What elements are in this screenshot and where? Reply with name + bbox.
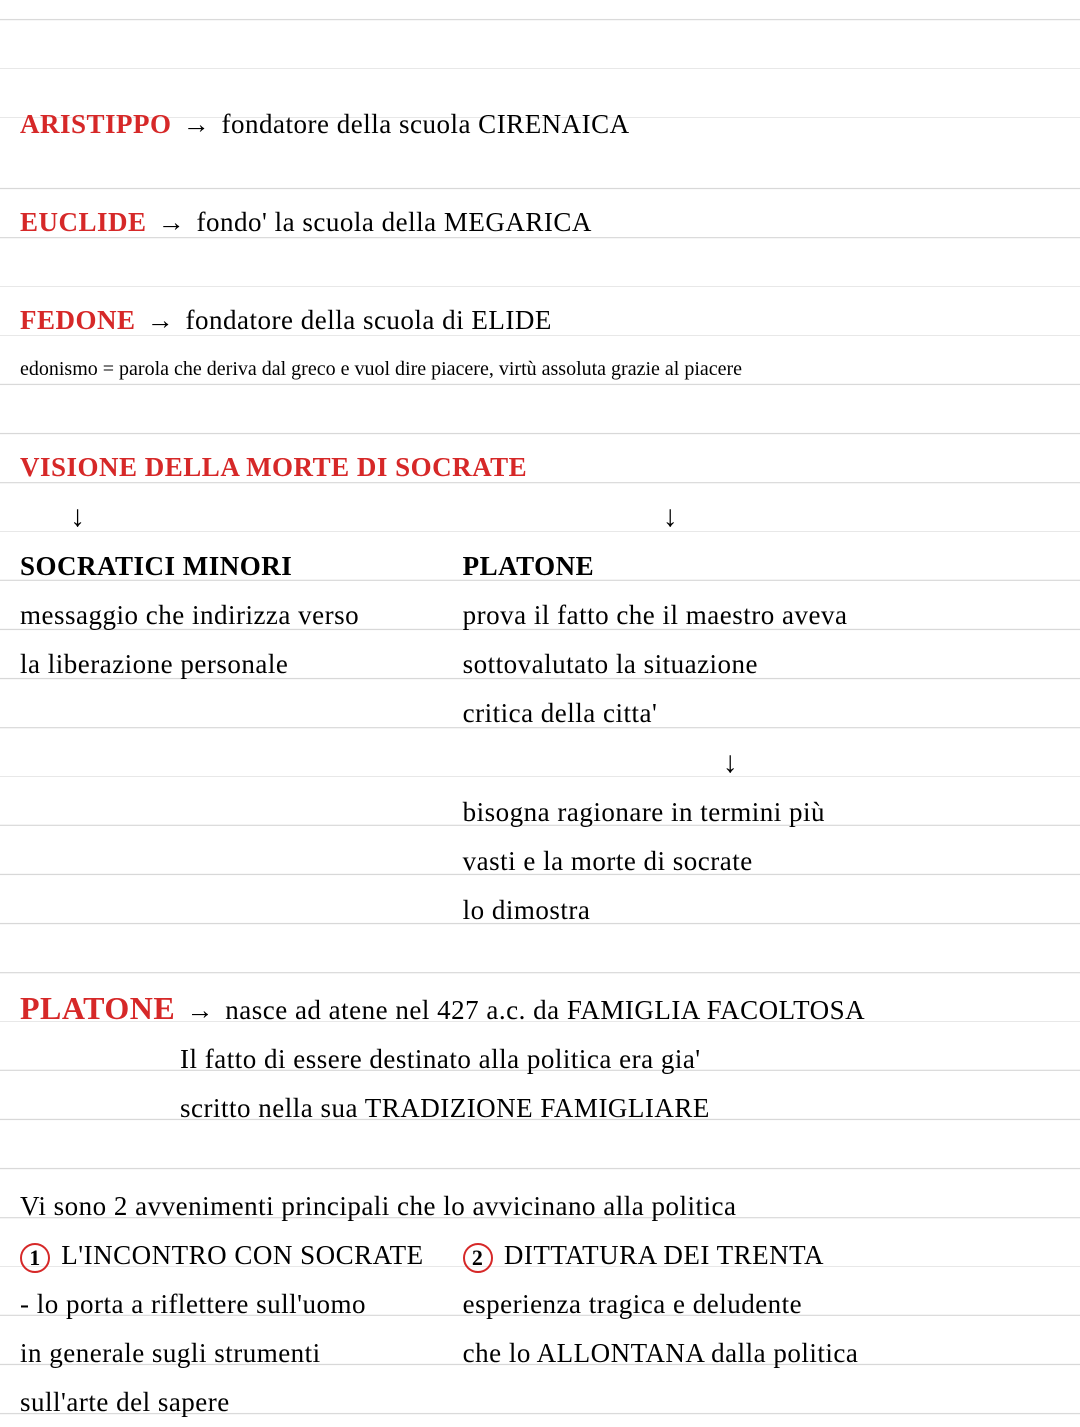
text-line: bisogna ragionare in termini più bbox=[463, 788, 1060, 837]
section-visione: VISIONE DELLA MORTE DI SOCRATE ↓ ↓ SOCRA… bbox=[20, 443, 1060, 935]
down-arrow-icon: ↓ bbox=[70, 492, 86, 541]
arrow-icon: → bbox=[182, 995, 218, 1025]
text-line: la liberazione personale bbox=[20, 640, 453, 689]
arrow-icon: → bbox=[143, 305, 179, 335]
subtitle-platone: PLATONE bbox=[463, 542, 1060, 591]
name-euclide: EUCLIDE bbox=[20, 207, 147, 237]
entry-euclide: EUCLIDE → fondo' la scuola della MEGARIC… bbox=[20, 198, 1060, 247]
text-line: nasce ad atene nel 427 a.c. da FAMIGLIA … bbox=[225, 995, 865, 1025]
name-platone: PLATONE bbox=[20, 990, 175, 1026]
text-aristippo: fondatore della scuola CIRENAICA bbox=[222, 109, 630, 139]
arrow-icon: → bbox=[179, 109, 215, 139]
circled-number-icon: 2 bbox=[463, 1243, 493, 1273]
note-edonismo: edonismo = parola che deriva dal greco e… bbox=[20, 345, 1060, 394]
name-aristippo: ARISTIPPO bbox=[20, 109, 172, 139]
section-platone: PLATONE → nasce ad atene nel 427 a.c. da… bbox=[20, 984, 1060, 1133]
text-line: messaggio che indirizza verso bbox=[20, 591, 453, 640]
text-line: vasti e la morte di socrate bbox=[463, 837, 1060, 886]
text-line: lo dimostra bbox=[463, 886, 1060, 935]
text-line: in generale sugli strumenti bbox=[20, 1329, 453, 1378]
text-line: - lo porta a riflettere sull'uomo bbox=[20, 1280, 453, 1329]
title-visione: VISIONE DELLA MORTE DI SOCRATE bbox=[20, 443, 1060, 492]
text-line: critica della citta' bbox=[463, 689, 1060, 738]
intro-avvenimenti: Vi sono 2 avvenimenti principali che lo … bbox=[20, 1182, 1060, 1231]
entry-fedone: FEDONE → fondatore della scuola di ELIDE… bbox=[20, 296, 1060, 394]
name-fedone: FEDONE bbox=[20, 305, 136, 335]
text-line: scritto nella sua TRADIZIONE FAMIGLIARE bbox=[20, 1084, 1060, 1133]
subtitle-socratici: SOCRATICI MINORI bbox=[20, 542, 453, 591]
text-line: sull'arte del sapere bbox=[20, 1378, 453, 1427]
down-arrow-icon: ↓ bbox=[723, 738, 739, 787]
arrow-icon: → bbox=[154, 207, 190, 237]
event2-title: DITTATURA DEI TRENTA bbox=[504, 1240, 824, 1270]
circled-number-icon: 1 bbox=[20, 1243, 50, 1273]
text-line: prova il fatto che il maestro aveva bbox=[463, 591, 1060, 640]
text-fedone: fondatore della scuola di ELIDE bbox=[186, 305, 552, 335]
section-avvenimenti: Vi sono 2 avvenimenti principali che lo … bbox=[20, 1182, 1060, 1427]
text-line: che lo ALLONTANA dalla politica bbox=[463, 1329, 1060, 1378]
text-line: sottovalutato la situazione bbox=[463, 640, 1060, 689]
text-line: esperienza tragica e deludente bbox=[463, 1280, 1060, 1329]
down-arrow-icon: ↓ bbox=[663, 492, 679, 541]
text-line: Il fatto di essere destinato alla politi… bbox=[20, 1035, 1060, 1084]
event1-title: L'INCONTRO CON SOCRATE bbox=[61, 1240, 423, 1270]
text-euclide: fondo' la scuola della MEGARICA bbox=[197, 207, 592, 237]
entry-aristippo: ARISTIPPO → fondatore della scuola CIREN… bbox=[20, 100, 1060, 149]
